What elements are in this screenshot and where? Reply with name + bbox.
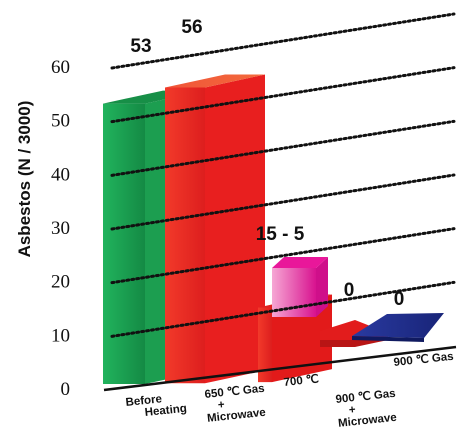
- x-label-5-line: 900 ℃ Gas: [393, 350, 454, 369]
- bar-5-top: [352, 313, 444, 338]
- y-tick-20: 20: [51, 272, 70, 293]
- x-label-1: BeforeHeating: [125, 391, 187, 421]
- bar-1-front: [103, 103, 145, 384]
- bar-5: [352, 313, 444, 342]
- grid-line-30: [110, 173, 456, 231]
- y-tick-40: 40: [51, 164, 70, 185]
- x-label-3-line: 700 ℃: [283, 372, 320, 389]
- x-label-4-line: +: [348, 404, 356, 417]
- data-label-4: 0: [344, 280, 355, 301]
- x-label-2: 650 ℃ Gas+Microwave: [204, 382, 268, 425]
- x-label-3: 700 ℃: [283, 372, 320, 389]
- x-label-4-line: Microwave: [338, 412, 398, 430]
- y-axis-title: Asbestos (N / 3000): [15, 101, 34, 258]
- y-tick-50: 50: [51, 111, 70, 132]
- grid-line-40: [110, 119, 456, 177]
- x-label-1-line: Before: [125, 393, 162, 409]
- data-label-3: 15 - 5: [256, 224, 305, 245]
- x-label-5: 900 ℃ Gas: [393, 350, 454, 369]
- grid-lines: [110, 12, 456, 338]
- y-tick-30: 30: [51, 218, 70, 239]
- x-label-4-line: 900 ℃ Gas: [335, 387, 396, 406]
- bar-2-front: [165, 87, 205, 384]
- x-label-2-line: 650 ℃ Gas: [204, 382, 265, 401]
- y-tick-60: 60: [51, 57, 70, 78]
- bar-2-side: [205, 74, 265, 384]
- x-axis-baseline: [103, 345, 457, 392]
- y-axis: 0 10 20 30 40 50 60: [51, 57, 457, 400]
- x-label-1-line: Heating: [144, 403, 187, 419]
- y-tick-0: 0: [61, 379, 71, 400]
- data-label-1: 53: [130, 36, 151, 57]
- x-label-4: 900 ℃ Gas+Microwave: [335, 387, 399, 430]
- bar-2-top: [165, 74, 265, 88]
- data-label-2: 56: [181, 17, 202, 38]
- grid-line-20: [110, 227, 456, 285]
- x-label-2-line: Microwave: [207, 407, 267, 425]
- bar-3-front: [258, 307, 272, 383]
- bar-3-inner-top: [272, 257, 328, 268]
- data-label-5: 0: [394, 289, 405, 310]
- grid-line-50: [110, 66, 456, 124]
- bar-5-front: [352, 336, 424, 342]
- grid-line-10: [110, 280, 456, 338]
- data-labels: 53 56 15 - 5 0 0: [130, 17, 404, 310]
- bar-2: [165, 74, 265, 384]
- y-tick-10: 10: [51, 325, 70, 346]
- grid-line-60: [110, 12, 456, 70]
- x-label-2-line: +: [217, 399, 225, 412]
